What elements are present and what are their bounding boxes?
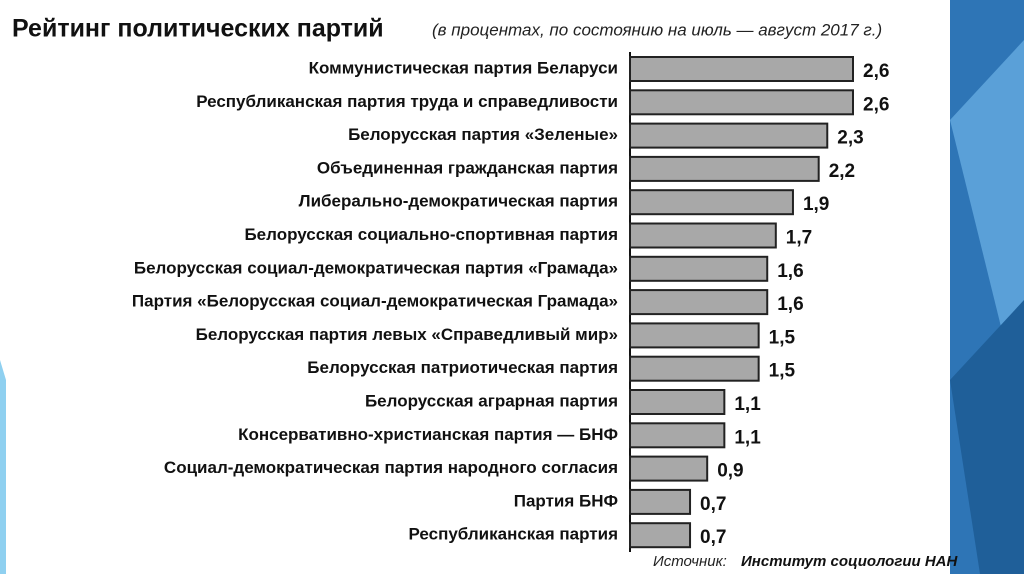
category-label: Белорусская социал-демократическая парти…	[134, 258, 618, 277]
bar	[629, 488, 692, 515]
category-label: Либерально-демократическая партия	[299, 192, 618, 211]
value-label: 0,7	[700, 494, 726, 515]
value-label: 1,1	[734, 427, 761, 448]
category-label: Коммунистическая партия Беларуси	[309, 58, 618, 77]
bar	[629, 89, 854, 116]
bar	[629, 289, 769, 316]
bar	[629, 122, 829, 149]
chart-title: Рейтинг политических партий	[12, 15, 384, 43]
bar	[629, 355, 760, 382]
bar	[629, 155, 820, 182]
category-label: Социал-демократическая партия народного …	[164, 458, 618, 477]
value-label: 2,6	[863, 94, 889, 115]
bar	[629, 422, 726, 449]
category-label: Белорусская аграрная партия	[365, 391, 618, 410]
value-label: 2,2	[829, 161, 855, 182]
value-label: 1,6	[777, 261, 803, 282]
value-label: 1,7	[786, 228, 812, 249]
category-label: Консервативно-христианская партия — БНФ	[238, 425, 618, 444]
category-label: Республиканская партия	[408, 525, 618, 544]
value-label: 0,7	[700, 527, 726, 548]
category-label: Партия «Белорусская социал-демократическ…	[132, 292, 618, 311]
chart-subtitle: (в процентах, по состоянию на июль — авг…	[432, 20, 882, 39]
value-label: 0,9	[717, 461, 743, 482]
source-label: Источник:	[653, 553, 727, 570]
decor-strip	[0, 360, 6, 574]
value-label: 1,5	[769, 361, 796, 382]
bar	[629, 455, 709, 482]
source: Институт социологии НАН	[741, 553, 958, 570]
category-label: Белорусская патриотическая партия	[307, 358, 618, 377]
bar	[629, 189, 794, 216]
category-label: Белорусская партия «Зеленые»	[348, 125, 618, 144]
value-label: 1,1	[734, 394, 761, 415]
bar	[629, 389, 726, 415]
category-label: Белорусская партия левых «Справедливый м…	[196, 325, 618, 344]
value-label: 1,9	[803, 194, 829, 215]
bar	[629, 56, 854, 82]
bar	[629, 222, 777, 249]
bar	[629, 255, 769, 282]
category-label: Белорусская социально-спортивная партия	[244, 225, 618, 244]
bar	[629, 522, 692, 549]
value-label: 1,5	[769, 327, 796, 348]
category-label: Республиканская партия труда и справедли…	[196, 92, 618, 111]
value-label: 2,3	[837, 128, 863, 149]
value-label: 1,6	[777, 294, 803, 315]
bar	[629, 322, 760, 349]
value-label: 2,6	[863, 61, 889, 82]
category-label: Объединенная гражданская партия	[317, 158, 618, 177]
category-label: Партия БНФ	[514, 491, 618, 510]
decor-triangle	[950, 300, 1024, 574]
